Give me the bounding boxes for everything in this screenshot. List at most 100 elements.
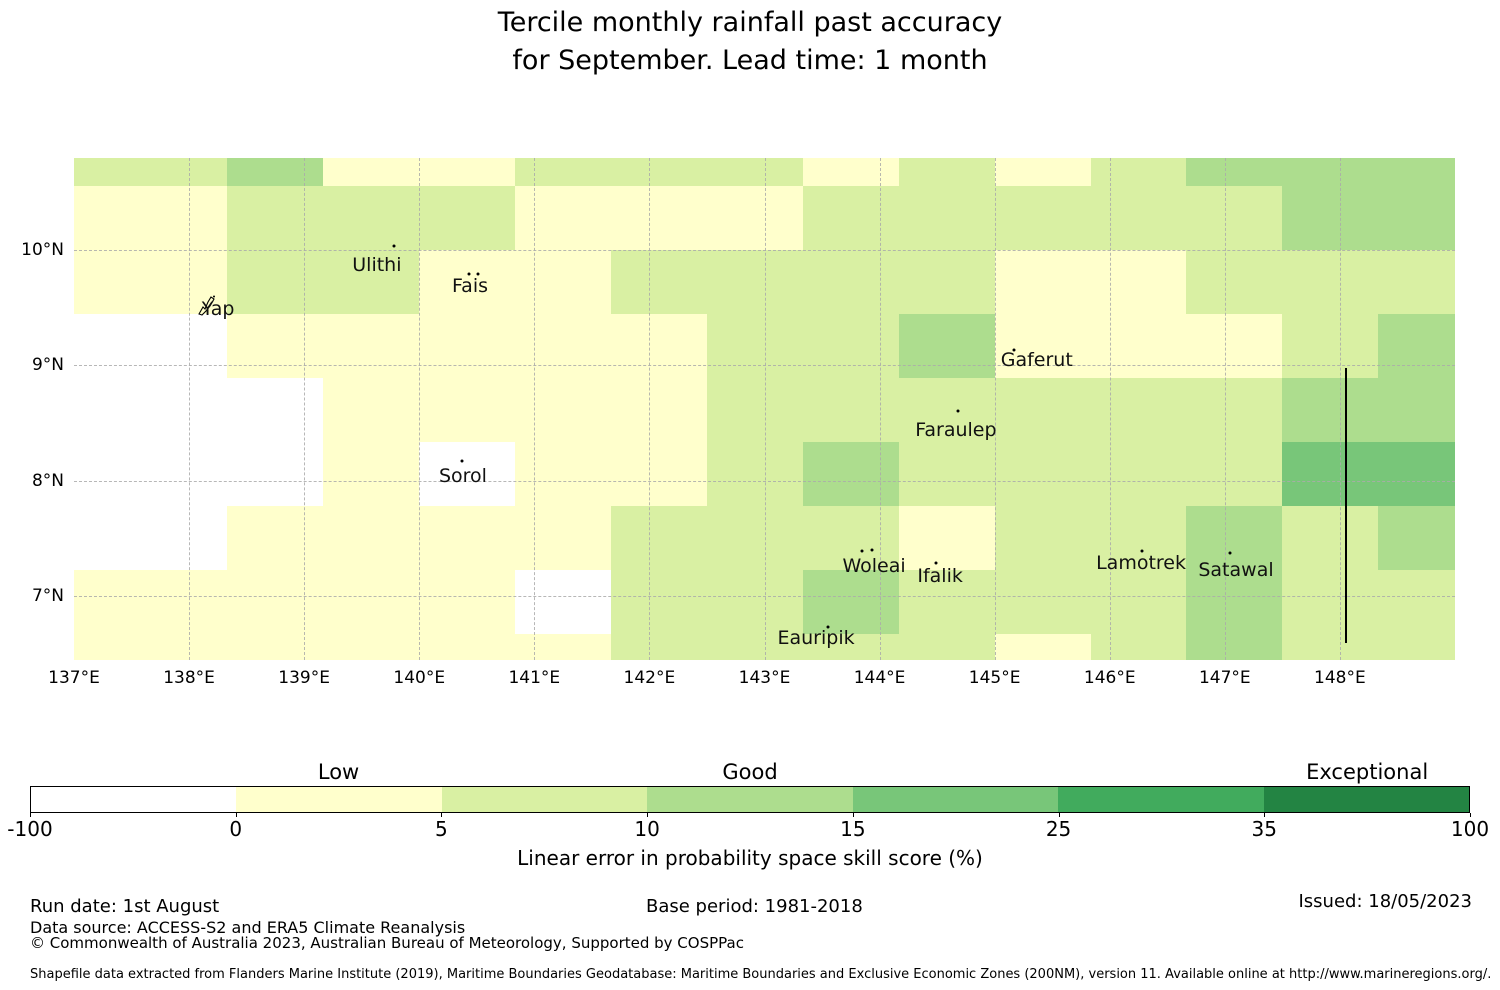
grid-cell: [74, 442, 133, 507]
colorbar-tick-label: 5: [435, 817, 448, 841]
grid-cell: [1186, 378, 1283, 443]
grid-cell: [611, 185, 708, 251]
grid-cell: [419, 378, 516, 443]
latitude-gridline: [74, 249, 1455, 251]
grid-cell: [131, 634, 228, 661]
grid-cell: [898, 313, 996, 379]
island-marker-dot: [467, 272, 471, 276]
grid-cell: [706, 185, 804, 251]
colorbar-tick-mark: [1264, 813, 1266, 817]
island-label: Fais: [451, 274, 489, 297]
x-tick-label: 140°E: [393, 668, 446, 688]
grid-cell: [1090, 313, 1187, 379]
colorbar-tick-mark: [441, 813, 443, 817]
longitude-gridline: [994, 158, 996, 660]
grid-cell: [419, 442, 516, 507]
grid-cell: [1090, 570, 1187, 635]
latitude-gridline: [74, 480, 1455, 482]
grid-cell: [1378, 185, 1456, 251]
grid-cell: [131, 506, 228, 571]
grid-cell: [74, 378, 133, 443]
grid-cell: [994, 570, 1092, 635]
grid-cell: [1282, 185, 1379, 251]
grid-cell: [74, 506, 133, 571]
island-marker-dot: [934, 561, 938, 565]
map-area: Yap Ulithi Fais Sorol Gaferut Faraulep Woleai I…: [74, 158, 1456, 661]
grid-cell: [515, 313, 612, 379]
grid-cell: [1378, 378, 1456, 443]
grid-cell: [419, 506, 516, 571]
grid-cell: [1186, 185, 1283, 251]
x-tick-label: 144°E: [853, 668, 906, 688]
colorbar: [30, 786, 1470, 813]
x-tick-label: 148°E: [1314, 668, 1366, 688]
title-line-2: for September. Lead time: 1 month: [512, 45, 988, 76]
grid-cell: [802, 634, 900, 661]
island-label: Eauripik: [777, 626, 855, 649]
colorbar-tick-label: 100: [1450, 817, 1490, 841]
island-marker-dot: [460, 459, 464, 463]
longitude-gridline: [534, 158, 536, 660]
x-tick-label: 138°E: [163, 668, 215, 688]
grid-cell: [802, 442, 900, 507]
grid-cell: [131, 249, 228, 315]
longitude-gridline: [419, 158, 421, 660]
colorbar-segment: [441, 787, 648, 812]
colorbar-tick-mark: [1058, 813, 1060, 817]
grid-cell: [1378, 506, 1456, 571]
colorbar-category-label: Low: [317, 760, 360, 784]
grid-cell: [1090, 158, 1187, 187]
grid-cell: [419, 158, 516, 187]
grid-cell: [419, 313, 516, 379]
footer-shapefile-note: Shapefile data extracted from Flanders M…: [30, 967, 1492, 982]
grid-cell: [1378, 442, 1456, 507]
grid-cell: [706, 378, 804, 443]
x-tick-label: 147°E: [1198, 668, 1251, 688]
grid-cell: [611, 506, 708, 571]
grid-cell: [515, 158, 612, 187]
grid-cell: [323, 158, 420, 187]
colorbar-segment: [1058, 787, 1264, 812]
grid-cell: [1282, 506, 1379, 571]
colorbar-segment: [647, 787, 853, 812]
grid-cell: [802, 378, 900, 443]
grid-cell: [1090, 442, 1187, 507]
grid-cell: [994, 634, 1092, 661]
grid-cell: [1378, 313, 1456, 379]
grid-cell: [898, 570, 996, 635]
grid-cell: [1090, 378, 1187, 443]
island-marker-dot: [392, 244, 396, 248]
grid-cell: [515, 378, 612, 443]
grid-cell: [611, 249, 708, 315]
x-tick-label: 143°E: [738, 668, 791, 688]
grid-cell: [515, 249, 612, 315]
island-label: Woleai: [842, 555, 906, 577]
grid-cell: [994, 506, 1092, 571]
grid-cell: [419, 634, 516, 661]
grid-cell: [898, 185, 996, 251]
grid-cell: [898, 506, 996, 571]
grid-cell: [994, 378, 1092, 443]
grid-cell: [994, 313, 1092, 379]
grid-cell: [515, 506, 612, 571]
longitude-gridline: [764, 158, 766, 660]
grid-cell: [74, 185, 133, 251]
grid-cell: [706, 570, 804, 635]
island-label: Faraulep: [915, 418, 997, 441]
grid-cell: [74, 570, 133, 635]
island-label: Gaferut: [1000, 348, 1073, 371]
grid-cell: [515, 570, 612, 635]
title-line-1: Tercile monthly rainfall past accuracy: [497, 7, 1003, 38]
grid-cell: [419, 185, 516, 251]
grid-cell: [323, 249, 420, 315]
grid-cell: [227, 506, 324, 571]
colorbar-tick-mark: [647, 813, 649, 817]
grid-cell: [419, 249, 516, 315]
colorbar-tick-mark: [235, 813, 237, 817]
grid-cell: [1282, 570, 1379, 635]
grid-cell: [994, 158, 1092, 187]
y-tick-label: 7°N: [31, 585, 64, 606]
grid-cell: [74, 313, 133, 379]
grid-cell: [898, 442, 996, 507]
